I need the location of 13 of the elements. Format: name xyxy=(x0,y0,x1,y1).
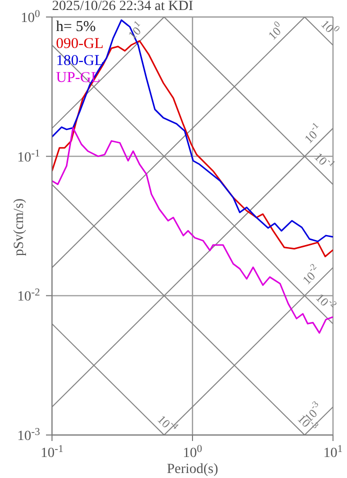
y-axis-title: pSv(cm/s) xyxy=(12,198,27,256)
x-tick-label: 10$^{0}$ xyxy=(182,444,202,461)
x-tick-label: 10$^{1}$ xyxy=(323,444,343,461)
series-label: 180-GL xyxy=(56,53,104,70)
x-tick-label: 10$^{-1}$ xyxy=(40,444,64,461)
y-tick-label: 10$^{-2}$ xyxy=(17,287,40,305)
annotation: h= 5% xyxy=(56,19,97,36)
y-tick-label: 10$^{-1}$ xyxy=(17,148,40,166)
y-tick-label: 10$^{-3}$ xyxy=(17,426,40,444)
series-label: 090-GL xyxy=(56,36,104,53)
y-tick-label: 10$^{0}$ xyxy=(20,8,40,26)
chart-title: 2025/10/26 22:34 at KDI xyxy=(52,0,194,14)
x-axis-title: Period(s) xyxy=(166,462,218,477)
